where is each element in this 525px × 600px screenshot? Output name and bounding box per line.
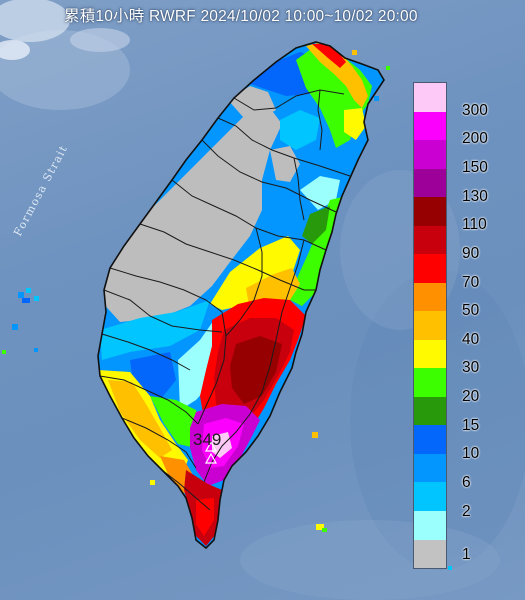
- legend-label: 15: [462, 416, 480, 434]
- max-value-label: 349: [193, 430, 222, 449]
- legend-label: 90: [462, 244, 480, 262]
- legend-label: 200: [462, 130, 488, 148]
- legend-label: 40: [462, 330, 480, 348]
- legend-swatch: [414, 453, 446, 483]
- legend-swatch: [414, 282, 446, 312]
- legend-label: 70: [462, 273, 480, 291]
- legend-swatch: [414, 197, 446, 226]
- legend-label: 20: [462, 388, 480, 406]
- legend-label: 110: [462, 216, 487, 234]
- county-boundaries: [99, 89, 351, 511]
- legend-label: 2: [462, 502, 471, 520]
- legend-label: 6: [462, 474, 471, 492]
- legend-swatch: [414, 140, 446, 169]
- legend-label: 30: [462, 359, 480, 377]
- legend-swatch: [414, 539, 446, 569]
- legend-swatch: [414, 510, 446, 540]
- legend-label: 130: [462, 187, 488, 205]
- legend-swatch: [414, 482, 446, 511]
- legend-swatch: [414, 225, 446, 255]
- legend-swatch: [414, 396, 446, 426]
- legend-label: 150: [462, 158, 488, 176]
- legend-swatch: [414, 425, 446, 454]
- taiwan-rainfall-field: [98, 42, 384, 548]
- legend-swatch: [414, 168, 446, 198]
- offshore-rain: [2, 50, 452, 570]
- legend-label: 50: [462, 302, 480, 320]
- legend-swatch: [414, 83, 446, 112]
- legend-color-bar: [413, 82, 447, 569]
- legend-swatch: [414, 339, 446, 369]
- legend-labels: 300 200 150 130 110 90 70 50 40 30 20 15 10 6 2 1: [462, 82, 522, 569]
- legend-swatch: [414, 311, 446, 340]
- max-value-marker: [204, 440, 218, 464]
- legend-label: 300: [462, 101, 488, 119]
- legend-swatch: [414, 368, 446, 397]
- legend-swatch: [414, 111, 446, 141]
- legend-label: 10: [462, 445, 480, 463]
- legend-label: 1: [462, 545, 471, 563]
- legend-swatch: [414, 254, 446, 283]
- map-title: 累積10小時 RWRF 2024/10/02 10:00~10/02 20:00: [64, 8, 418, 25]
